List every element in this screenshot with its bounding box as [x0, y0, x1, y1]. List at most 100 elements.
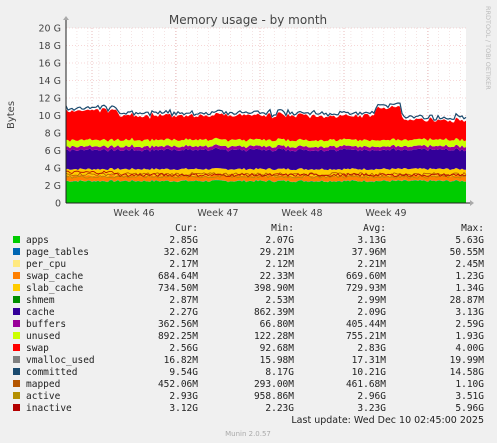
legend-label-swap: swap — [26, 343, 49, 354]
legend-swatch-mapped — [13, 380, 20, 387]
legend-value-cur: 2.87M — [169, 295, 198, 306]
legend-swatch-unused — [13, 332, 20, 339]
legend-value-min: 398.90M — [254, 283, 294, 294]
legend-swatch-apps — [13, 236, 20, 243]
legend-label-buffers: buffers — [26, 319, 66, 330]
y-tick-label: 10 G — [39, 111, 61, 122]
munin-version: Munin 2.0.57 — [225, 430, 271, 438]
legend-swatch-active — [13, 392, 20, 399]
x-tick-label: Week 46 — [113, 208, 154, 219]
legend-value-min: 862.39M — [254, 307, 294, 318]
y-tick-label: 4 G — [45, 164, 61, 175]
rrdtool-side-label: RRDTOOL / TOBI OETIKER — [484, 6, 492, 90]
legend-value-max: 3.51G — [455, 391, 484, 402]
legend-label-inactive: inactive — [26, 403, 72, 414]
legend-value-min: 66.80M — [260, 319, 295, 330]
area-page-tables — [66, 179, 466, 183]
legend-label-cache: cache — [26, 307, 55, 318]
legend-value-min: 22.33M — [260, 271, 295, 282]
legend-value-avg: 405.44M — [346, 319, 386, 330]
legend-value-cur: 892.25M — [158, 331, 198, 342]
legend: Cur: Min: Avg: Max: apps 2.85G 2.07G 3.13G 5.63G… — [13, 223, 484, 414]
legend-value-cur: 2.93G — [169, 391, 198, 402]
legend-value-cur: 684.64M — [158, 271, 198, 282]
legend-swatch-slab-cache — [13, 284, 20, 291]
legend-value-max: 2.45M — [455, 259, 484, 270]
legend-label-page-tables: page_tables — [26, 247, 89, 258]
legend-value-max: 19.99M — [450, 355, 485, 366]
y-tick-label: 16 G — [39, 59, 61, 70]
legend-label-unused: unused — [26, 331, 60, 342]
legend-value-avg: 37.96M — [352, 247, 387, 258]
y-axis-arrow — [63, 16, 69, 20]
legend-label-active: active — [26, 391, 61, 402]
legend-swatch-swap-cache — [13, 272, 20, 279]
legend-value-min: 2.12M — [265, 259, 294, 270]
legend-label-mapped: mapped — [26, 379, 60, 390]
legend-value-avg: 2.09G — [357, 307, 386, 318]
x-axis-arrow — [470, 200, 474, 206]
legend-value-avg: 669.60M — [346, 271, 386, 282]
legend-swatch-inactive — [13, 404, 20, 411]
area-buffers — [66, 144, 466, 152]
legend-value-avg: 2.96G — [357, 391, 386, 402]
legend-swatch-per-cpu — [13, 260, 20, 267]
legend-value-avg: 461.68M — [346, 379, 386, 390]
legend-value-cur: 2.85G — [169, 235, 198, 246]
y-tick-label: 20 G — [39, 24, 61, 35]
legend-header-max: Max: — [461, 223, 484, 234]
x-tick-label: Week 47 — [197, 208, 238, 219]
y-axis-label: Bytes — [6, 101, 17, 129]
legend-value-min: 122.28M — [254, 331, 294, 342]
area-unused — [66, 137, 466, 149]
y-tick-label: 12 G — [39, 94, 61, 105]
legend-value-min: 293.00M — [254, 379, 294, 390]
line-mapped — [65, 171, 467, 177]
legend-value-max: 2.59G — [455, 319, 484, 330]
legend-value-cur: 452.06M — [158, 379, 198, 390]
legend-value-min: 2.23G — [265, 403, 294, 414]
y-tick-label: 8 G — [45, 129, 61, 140]
legend-value-min: 15.98M — [260, 355, 295, 366]
legend-swatch-cache — [13, 308, 20, 315]
x-tick-label: Week 48 — [281, 208, 322, 219]
legend-label-vmalloc-used: vmalloc_used — [26, 355, 95, 366]
legend-swatch-vmalloc-used — [13, 356, 20, 363]
legend-swatch-buffers — [13, 320, 20, 327]
legend-header-cur: Cur: — [175, 223, 198, 234]
legend-value-min: 2.53M — [265, 295, 294, 306]
y-tick-label: 18 G — [39, 41, 61, 52]
legend-value-avg: 2.99M — [357, 295, 386, 306]
legend-value-avg: 3.23G — [357, 403, 386, 414]
legend-value-avg: 755.21M — [346, 331, 386, 342]
legend-value-min: 8.17G — [265, 367, 294, 378]
legend-value-max: 5.96G — [455, 403, 484, 414]
legend-value-max: 28.87M — [450, 295, 485, 306]
legend-value-cur: 362.56M — [158, 319, 198, 330]
legend-swatch-swap — [13, 344, 20, 351]
axes: 0 2 G 4 G 6 G 8 G 10 G 12 G 14 G 16 G 18 G 20 G Wee… — [39, 16, 474, 219]
legend-value-max: 1.23G — [455, 271, 484, 282]
legend-value-cur: 16.82M — [164, 355, 199, 366]
last-update: Last update: Wed Dec 10 02:45:00 2025 — [291, 415, 484, 426]
legend-header-min: Min: — [271, 223, 294, 234]
legend-label-slab-cache: slab_cache — [26, 283, 83, 294]
legend-value-avg: 2.83G — [357, 343, 386, 354]
legend-header-avg: Avg: — [363, 223, 386, 234]
legend-swatch-shmem — [13, 296, 20, 303]
legend-label-swap-cache: swap_cache — [26, 271, 83, 282]
legend-value-avg: 2.21M — [357, 259, 386, 270]
legend-value-max: 14.58G — [450, 367, 485, 378]
legend-value-max: 1.93G — [455, 331, 484, 342]
legend-value-max: 1.34G — [455, 283, 484, 294]
area-shmem — [66, 167, 466, 171]
legend-value-cur: 2.17M — [169, 259, 198, 270]
legend-value-max: 50.55M — [450, 247, 485, 258]
chart-title: Memory usage - by month — [169, 13, 327, 27]
legend-value-cur: 9.54G — [169, 367, 198, 378]
line-committed — [65, 102, 467, 121]
stacked-areas — [66, 105, 466, 203]
legend-value-min: 2.07G — [265, 235, 294, 246]
y-tick-label: 2 G — [45, 181, 61, 192]
